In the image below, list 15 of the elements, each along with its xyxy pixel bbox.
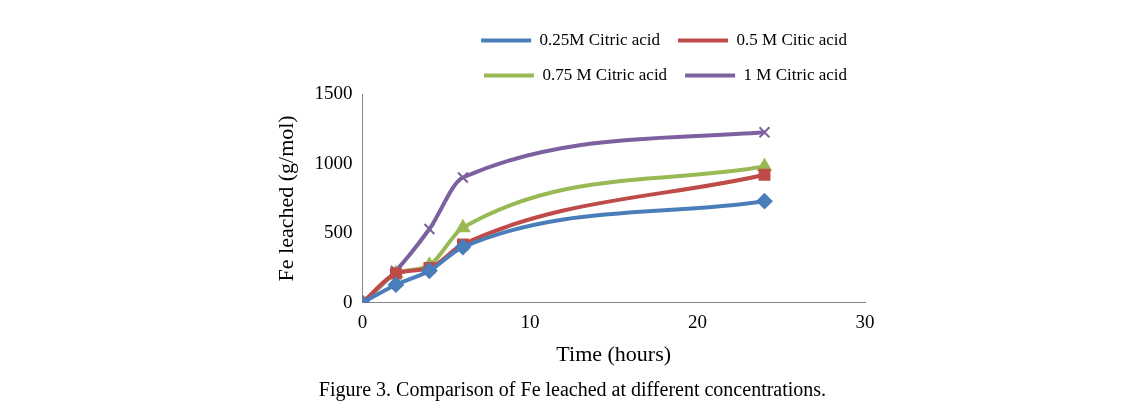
y-axis-title: Fe leached (g/mol) (272, 115, 298, 282)
caption: Figure 3. Comparison of Fe leached at different concentrations. (317, 378, 828, 401)
y-tick-label: 500 (323, 221, 353, 243)
legend-label: 0.5 M Citic acid (736, 29, 848, 49)
x-tick-label: 20 (687, 311, 707, 333)
legend-label: 0.75 M Citric acid (542, 64, 668, 84)
y-tick-label: 1500 (314, 81, 353, 103)
x-tick-label: 10 (520, 311, 540, 333)
x-tick-label: 30 (855, 311, 875, 333)
legend-label: 0.25M Citric acid (539, 29, 661, 49)
x-axis-title: Time (hours) (556, 340, 672, 366)
y-tick-label: 1000 (314, 151, 353, 173)
y-tick-label: 0 (342, 290, 353, 312)
legend-label: 1 M Citric acid (743, 64, 848, 84)
x-tick-label: 0 (357, 311, 368, 333)
